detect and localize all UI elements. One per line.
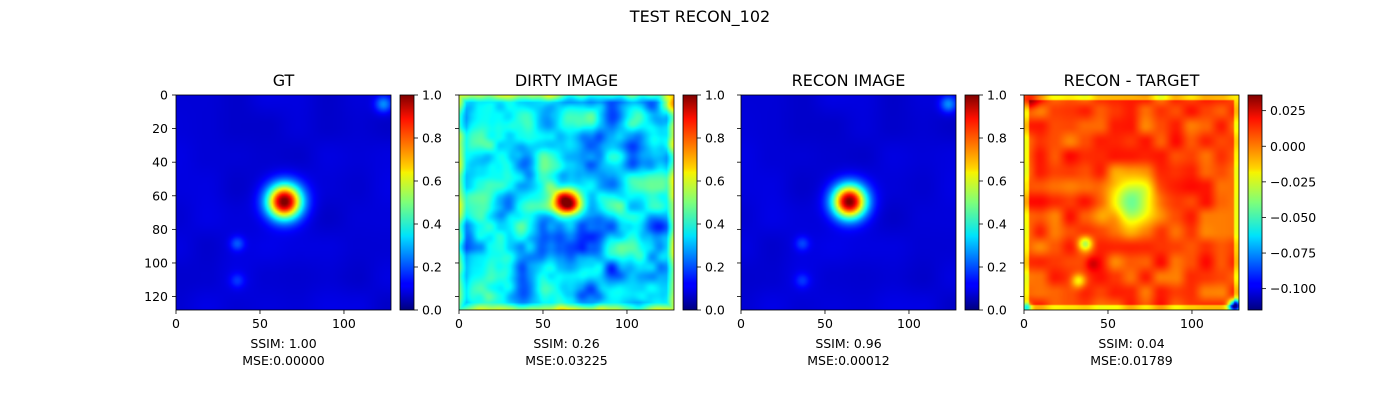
mse-label: MSE:0.00000 xyxy=(242,353,325,368)
ssim-label: SSIM: 0.26 xyxy=(533,336,599,351)
x-tick-label: 100 xyxy=(897,316,921,331)
colorbar-tick-label: 0.4 xyxy=(987,217,1007,232)
colorbar xyxy=(682,94,698,311)
colorbar-tick-label: 0.8 xyxy=(422,131,442,146)
colorbar-tick-label: 0.6 xyxy=(705,174,725,189)
colorbar-tick-label: −0.075 xyxy=(1270,246,1316,261)
x-tick-label: 100 xyxy=(332,316,356,331)
mse-label: MSE:0.00012 xyxy=(807,353,890,368)
colorbar-tick-label: 0.025 xyxy=(1270,103,1306,118)
colorbar-tick-label: 1.0 xyxy=(705,88,725,103)
colorbar-tick-label: 1.0 xyxy=(422,88,442,103)
x-tick-label: 100 xyxy=(1180,316,1204,331)
colorbar-tick-label: 0.4 xyxy=(705,217,725,232)
x-tick-label: 100 xyxy=(615,316,639,331)
colorbar-tick-label: 0.2 xyxy=(705,260,725,275)
heatmap-image xyxy=(741,95,956,310)
axes-frame xyxy=(740,94,957,311)
panel-3: RECON IMAGE 0 50 100 SSIM: 0.96 MSE:0.00012 0.… xyxy=(737,71,1007,368)
colorbar-tick-label: −0.100 xyxy=(1270,281,1316,296)
heatmap-image xyxy=(1024,95,1239,310)
colorbar-tick-label: 0.8 xyxy=(705,131,725,146)
heatmap-image xyxy=(459,95,674,310)
y-tick-label: 100 xyxy=(144,255,168,270)
colorbar-tick-label: 0.0 xyxy=(422,303,442,318)
mse-label: MSE:0.03225 xyxy=(525,353,608,368)
colorbar xyxy=(399,94,415,311)
panel-title: RECON IMAGE xyxy=(792,71,906,90)
mse-label: MSE:0.01789 xyxy=(1090,353,1173,368)
colorbar-tick-label: 0.0 xyxy=(705,303,725,318)
y-tick-label: 40 xyxy=(152,155,168,170)
colorbar xyxy=(964,94,980,311)
x-tick-label: 0 xyxy=(172,316,180,331)
colorbar-tick-label: −0.050 xyxy=(1270,210,1316,225)
ssim-label: SSIM: 0.96 xyxy=(815,336,881,351)
x-tick-label: 50 xyxy=(535,316,551,331)
panel-title: DIRTY IMAGE xyxy=(515,71,618,90)
y-tick-label: 0 xyxy=(160,88,168,103)
y-tick-label: 20 xyxy=(152,121,168,136)
colorbar-tick-label: −0.025 xyxy=(1270,174,1316,189)
figure-title: TEST RECON_102 xyxy=(629,7,770,27)
x-tick-label: 50 xyxy=(252,316,268,331)
colorbar-tick-label: 0.0 xyxy=(987,303,1007,318)
colorbar-tick-label: 0.000 xyxy=(1270,139,1306,154)
colorbar xyxy=(1247,94,1263,311)
colorbar-tick-label: 0.8 xyxy=(987,131,1007,146)
ssim-label: SSIM: 0.04 xyxy=(1098,336,1164,351)
axes-frame xyxy=(1023,94,1240,311)
axes-frame xyxy=(175,94,392,311)
colorbar-tick-label: 1.0 xyxy=(987,88,1007,103)
heatmap-image xyxy=(176,95,391,310)
y-tick-label: 60 xyxy=(152,188,168,203)
panel-2: DIRTY IMAGE 0 50 100 SSIM: 0.26 MSE:0.03225 0.… xyxy=(455,71,725,368)
colorbar-tick-label: 0.6 xyxy=(422,174,442,189)
x-tick-label: 50 xyxy=(1100,316,1116,331)
colorbar-tick-label: 0.4 xyxy=(422,217,442,232)
x-tick-label: 50 xyxy=(817,316,833,331)
panel-title: GT xyxy=(273,71,295,90)
axes-frame xyxy=(458,94,675,311)
panel-1: GT 0 50 100 0 20 40 60 80 100 120 SSIM: 1.00 MSE:0.0… xyxy=(144,71,442,368)
colorbar-tick-label: 0.6 xyxy=(987,174,1007,189)
x-tick-label: 0 xyxy=(1020,316,1028,331)
y-tick-label: 120 xyxy=(144,289,168,304)
ssim-label: SSIM: 1.00 xyxy=(250,336,316,351)
colorbar-tick-label: 0.2 xyxy=(987,260,1007,275)
y-tick-label: 80 xyxy=(152,222,168,237)
colorbar-tick-label: 0.2 xyxy=(422,260,442,275)
panel-title: RECON - TARGET xyxy=(1064,71,1200,90)
x-tick-label: 0 xyxy=(737,316,745,331)
panels: GT 0 50 100 0 20 40 60 80 100 120 SSIM: 1.00 MSE:0.0… xyxy=(144,71,1316,368)
x-tick-label: 0 xyxy=(455,316,463,331)
panel-4: RECON - TARGET 0 50 100 SSIM: 0.04 MSE:0.0178… xyxy=(1020,71,1316,368)
